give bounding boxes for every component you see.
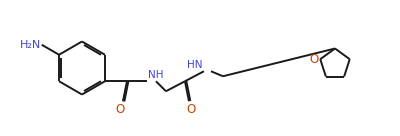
Text: NH: NH: [148, 70, 164, 80]
Text: O: O: [186, 103, 196, 116]
Text: O: O: [115, 103, 124, 116]
Text: HN: HN: [188, 60, 203, 70]
Text: H₂N: H₂N: [20, 40, 41, 50]
Text: O: O: [309, 53, 318, 66]
